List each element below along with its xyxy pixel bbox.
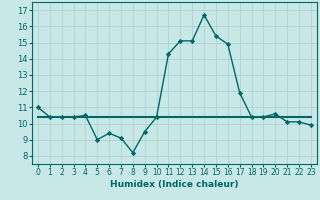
X-axis label: Humidex (Indice chaleur): Humidex (Indice chaleur)	[110, 180, 239, 189]
